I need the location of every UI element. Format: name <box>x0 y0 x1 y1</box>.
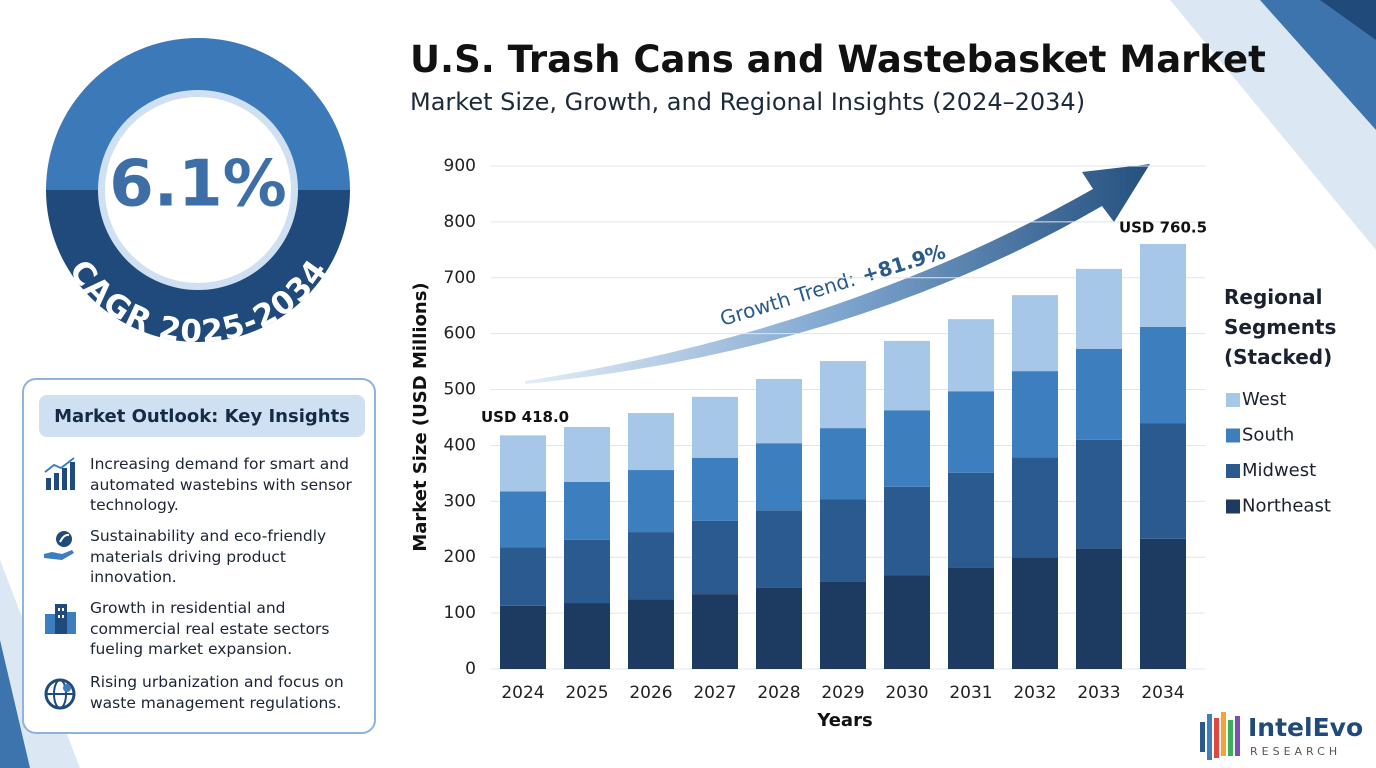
legend-label: Northeast <box>1242 496 1331 517</box>
bar-segment <box>820 499 866 582</box>
x-tick-label: 2033 <box>1077 683 1120 703</box>
legend-label: West <box>1242 389 1286 410</box>
bar-segment <box>756 510 802 588</box>
bar-segment <box>884 340 930 411</box>
legend-title: Regional Segments (Stacked) <box>1224 285 1337 369</box>
legend-swatch <box>1226 393 1240 407</box>
chart-subtitle: Market Size, Growth, and Regional Insigh… <box>410 88 1086 116</box>
x-tick-label: 2027 <box>693 683 736 703</box>
bar-segment <box>1012 371 1058 458</box>
bar-segment <box>564 427 610 482</box>
x-tick-label: 2031 <box>949 683 992 703</box>
bar-segment <box>820 428 866 500</box>
decor <box>1260 0 1376 130</box>
bar-segment <box>1076 439 1122 549</box>
y-tick-label: 700 <box>444 268 476 288</box>
logo-tagline: RESEARCH <box>1250 745 1341 758</box>
bar-segment <box>628 599 674 669</box>
y-tick-label: 100 <box>444 603 476 623</box>
bar-segment <box>628 413 674 471</box>
insights-title: Market Outlook: Key Insights <box>39 395 365 437</box>
bar-segment <box>564 481 610 540</box>
total-annotation: USD 760.5 <box>1119 218 1207 236</box>
total-annotation: USD 418.0 <box>481 408 569 426</box>
bar-segment <box>1140 538 1186 669</box>
insight-item: Sustainability and eco-friendly material… <box>90 527 327 586</box>
bar-segment <box>500 435 546 492</box>
y-tick-label: 300 <box>444 491 476 511</box>
y-tick-label: 400 <box>444 435 476 455</box>
bar-segment <box>692 520 738 595</box>
bar-segment <box>1012 457 1058 558</box>
bar-segment <box>1076 548 1122 669</box>
bar-segment <box>692 396 738 458</box>
bar-segment <box>948 319 994 392</box>
insights-panel: Market Outlook: Key Insights Increasing … <box>22 378 376 734</box>
bar-segment <box>884 486 930 576</box>
icon-chart <box>44 457 75 490</box>
cagr-value: 6.1% <box>109 148 287 222</box>
y-tick-label: 0 <box>465 659 476 679</box>
x-axis-label: Years <box>816 710 872 731</box>
bar-segment <box>884 410 930 487</box>
bar-segment <box>884 575 930 669</box>
bar-segment <box>948 472 994 568</box>
decor <box>0 640 30 768</box>
legend-swatch <box>1226 428 1240 443</box>
bar-segment <box>756 378 802 444</box>
bar-segment <box>1076 348 1122 440</box>
bar-segment <box>1140 326 1186 424</box>
y-tick-label: 600 <box>444 324 476 344</box>
cagr-inner <box>105 97 291 283</box>
bar-segment <box>1012 557 1058 669</box>
bar-segment <box>1140 423 1186 539</box>
legend-label: Midwest <box>1242 460 1316 481</box>
y-tick-label: 500 <box>444 380 476 400</box>
insight-item: Growth in residential and commercial rea… <box>90 599 330 658</box>
bar-segment <box>948 391 994 473</box>
insight-item: Increasing demand for smart and automate… <box>90 455 352 514</box>
x-tick-label: 2026 <box>629 683 672 703</box>
bar-segment <box>628 532 674 600</box>
bar-segment <box>1140 243 1186 327</box>
bar-segment <box>500 605 546 669</box>
x-tick-label: 2032 <box>1013 683 1056 703</box>
x-tick-label: 2028 <box>757 683 800 703</box>
y-axis-label: Market Size (USD Millions) <box>410 282 431 551</box>
bar-segment <box>564 603 610 669</box>
bar-segment <box>564 539 610 604</box>
bar-segment <box>692 457 738 521</box>
insight-item: Rising urbanization and focus on waste m… <box>90 673 344 712</box>
icon-leaf <box>44 531 74 560</box>
bar-segment <box>948 567 994 669</box>
y-tick-label: 200 <box>444 547 476 567</box>
y-tick-label: 900 <box>444 156 476 176</box>
decor <box>1320 0 1376 40</box>
bar-segment <box>820 361 866 429</box>
bar-segment <box>820 581 866 669</box>
bar-segment <box>1076 268 1122 349</box>
x-tick-label: 2034 <box>1141 683 1184 703</box>
icon-globe <box>44 678 76 710</box>
legend-swatch <box>1226 464 1240 478</box>
x-tick-label: 2030 <box>885 683 928 703</box>
logo-icon <box>1200 712 1240 760</box>
bar-segment <box>1012 295 1058 372</box>
y-tick-label: 800 <box>444 212 476 232</box>
icon-buildings <box>45 604 76 634</box>
legend-swatch <box>1226 499 1240 514</box>
bar-segment <box>628 470 674 533</box>
bar-segment <box>756 443 802 511</box>
bar-segment <box>500 547 546 606</box>
chart-title: U.S. Trash Cans and Wastebasket Market <box>410 38 1266 81</box>
bar-segment <box>692 594 738 669</box>
x-tick-label: 2024 <box>501 683 544 703</box>
bar-segment <box>756 587 802 669</box>
logo-name: IntelEvo <box>1248 713 1363 742</box>
x-tick-label: 2025 <box>565 683 608 703</box>
legend-label: South <box>1242 425 1294 446</box>
bar-segment <box>500 491 546 548</box>
x-tick-label: 2029 <box>821 683 864 703</box>
